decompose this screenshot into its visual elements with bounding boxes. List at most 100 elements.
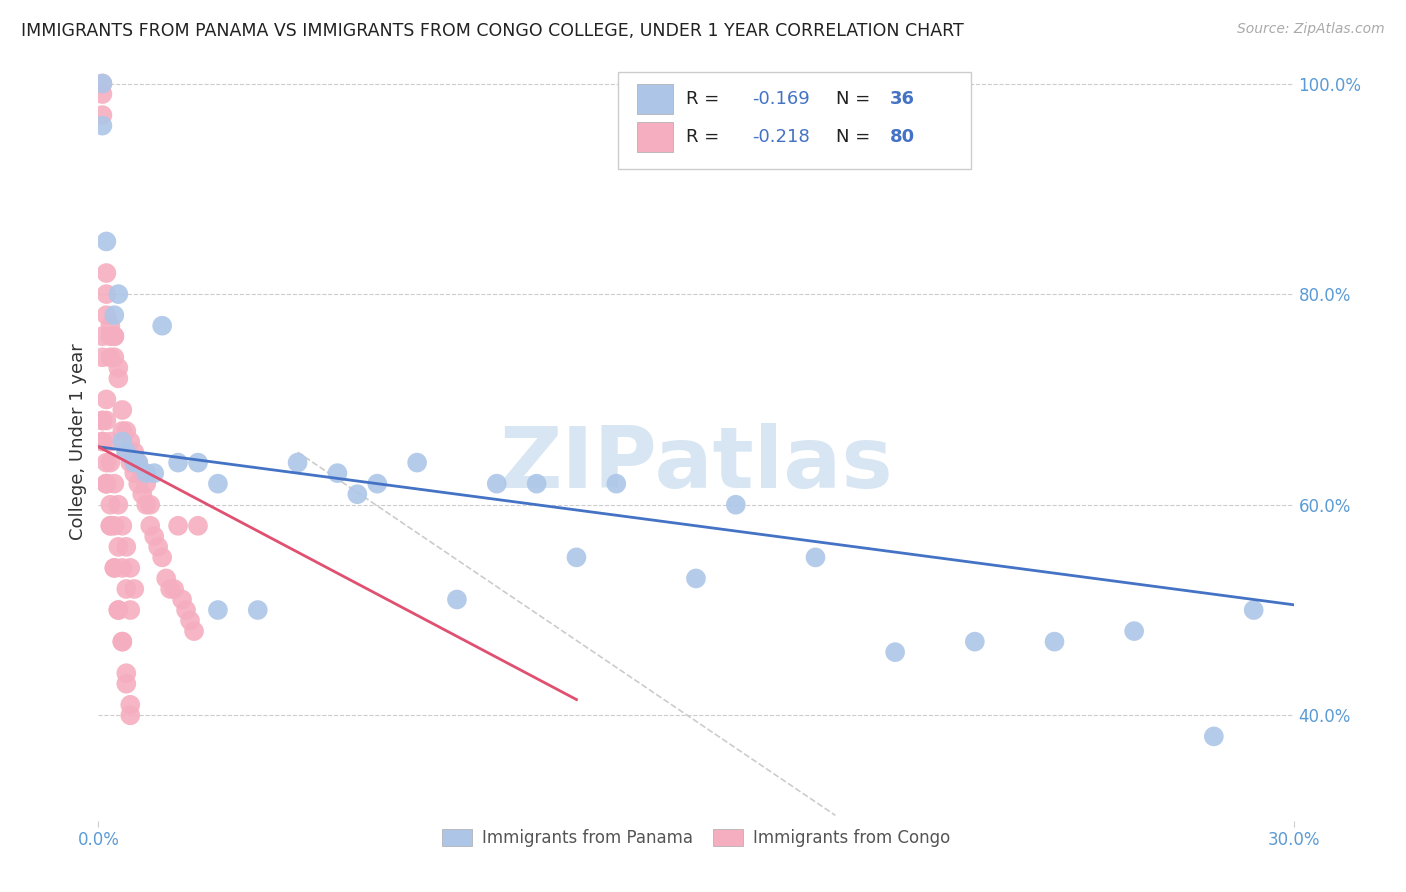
Point xyxy=(120,456,142,470)
Point xyxy=(139,498,162,512)
Point xyxy=(187,518,209,533)
Point xyxy=(91,413,114,427)
Point xyxy=(804,550,827,565)
Point xyxy=(120,434,142,449)
Point xyxy=(103,518,125,533)
Point xyxy=(605,476,627,491)
Point xyxy=(107,540,129,554)
Point xyxy=(163,582,186,596)
Point xyxy=(685,571,707,585)
Point xyxy=(91,119,114,133)
Point xyxy=(103,561,125,575)
Point xyxy=(135,498,157,512)
Point xyxy=(150,318,173,333)
Point xyxy=(127,456,149,470)
Text: 36: 36 xyxy=(890,90,914,108)
Point xyxy=(103,351,125,365)
Point xyxy=(96,266,118,280)
Point xyxy=(565,550,588,565)
Point xyxy=(111,403,134,417)
Point xyxy=(124,456,146,470)
Point xyxy=(96,287,118,301)
Point xyxy=(131,466,153,480)
Point xyxy=(98,318,122,333)
Point xyxy=(167,456,190,470)
Point xyxy=(91,108,114,122)
Point xyxy=(115,677,138,691)
Point xyxy=(135,466,157,480)
Point xyxy=(111,518,134,533)
Point xyxy=(103,329,125,343)
Point xyxy=(526,476,548,491)
Text: -0.169: -0.169 xyxy=(752,90,810,108)
Point xyxy=(287,456,309,470)
Point xyxy=(96,235,118,249)
Text: Source: ZipAtlas.com: Source: ZipAtlas.com xyxy=(1237,22,1385,37)
Point xyxy=(346,487,368,501)
Point xyxy=(120,708,142,723)
Point xyxy=(155,571,177,585)
Point xyxy=(98,434,122,449)
Point xyxy=(91,413,114,427)
Point xyxy=(207,476,229,491)
Point xyxy=(127,456,149,470)
Point xyxy=(98,498,122,512)
Point xyxy=(115,582,138,596)
Text: N =: N = xyxy=(835,128,876,145)
Point xyxy=(96,413,118,427)
Point xyxy=(124,582,146,596)
Point xyxy=(91,77,114,91)
Point xyxy=(167,518,190,533)
Point xyxy=(111,561,134,575)
Point xyxy=(406,456,429,470)
Point xyxy=(107,371,129,385)
Text: R =: R = xyxy=(686,90,725,108)
Point xyxy=(1243,603,1265,617)
Point xyxy=(91,329,114,343)
Point xyxy=(135,476,157,491)
Point xyxy=(115,666,138,681)
Point xyxy=(120,561,142,575)
Point xyxy=(103,329,125,343)
Point xyxy=(724,498,747,512)
Point xyxy=(107,603,129,617)
Point xyxy=(115,424,138,438)
Point xyxy=(111,634,134,648)
Point xyxy=(115,540,138,554)
Point xyxy=(115,445,138,459)
Point xyxy=(103,308,125,322)
Point xyxy=(120,603,142,617)
Point xyxy=(96,476,118,491)
Point xyxy=(91,77,114,91)
Point xyxy=(1202,730,1225,744)
Point xyxy=(187,456,209,470)
Point xyxy=(111,424,134,438)
Point xyxy=(174,603,197,617)
Point xyxy=(124,466,146,480)
Point xyxy=(111,634,134,648)
Y-axis label: College, Under 1 year: College, Under 1 year xyxy=(69,343,87,540)
Point xyxy=(1043,634,1066,648)
Point xyxy=(103,561,125,575)
Point xyxy=(91,434,114,449)
Point xyxy=(107,603,129,617)
Point xyxy=(366,476,388,491)
Point xyxy=(107,360,129,375)
Point xyxy=(150,550,173,565)
Point xyxy=(91,434,114,449)
Point xyxy=(207,603,229,617)
Text: 80: 80 xyxy=(890,128,915,145)
Point xyxy=(96,456,118,470)
Point xyxy=(143,529,166,543)
Point xyxy=(131,487,153,501)
Point xyxy=(326,466,349,480)
Point xyxy=(148,540,170,554)
Point xyxy=(96,476,118,491)
Point xyxy=(884,645,907,659)
Point xyxy=(103,476,125,491)
Point xyxy=(183,624,205,639)
Text: N =: N = xyxy=(835,90,876,108)
Point xyxy=(172,592,194,607)
Text: ZIPatlas: ZIPatlas xyxy=(499,423,893,506)
Point xyxy=(98,518,122,533)
